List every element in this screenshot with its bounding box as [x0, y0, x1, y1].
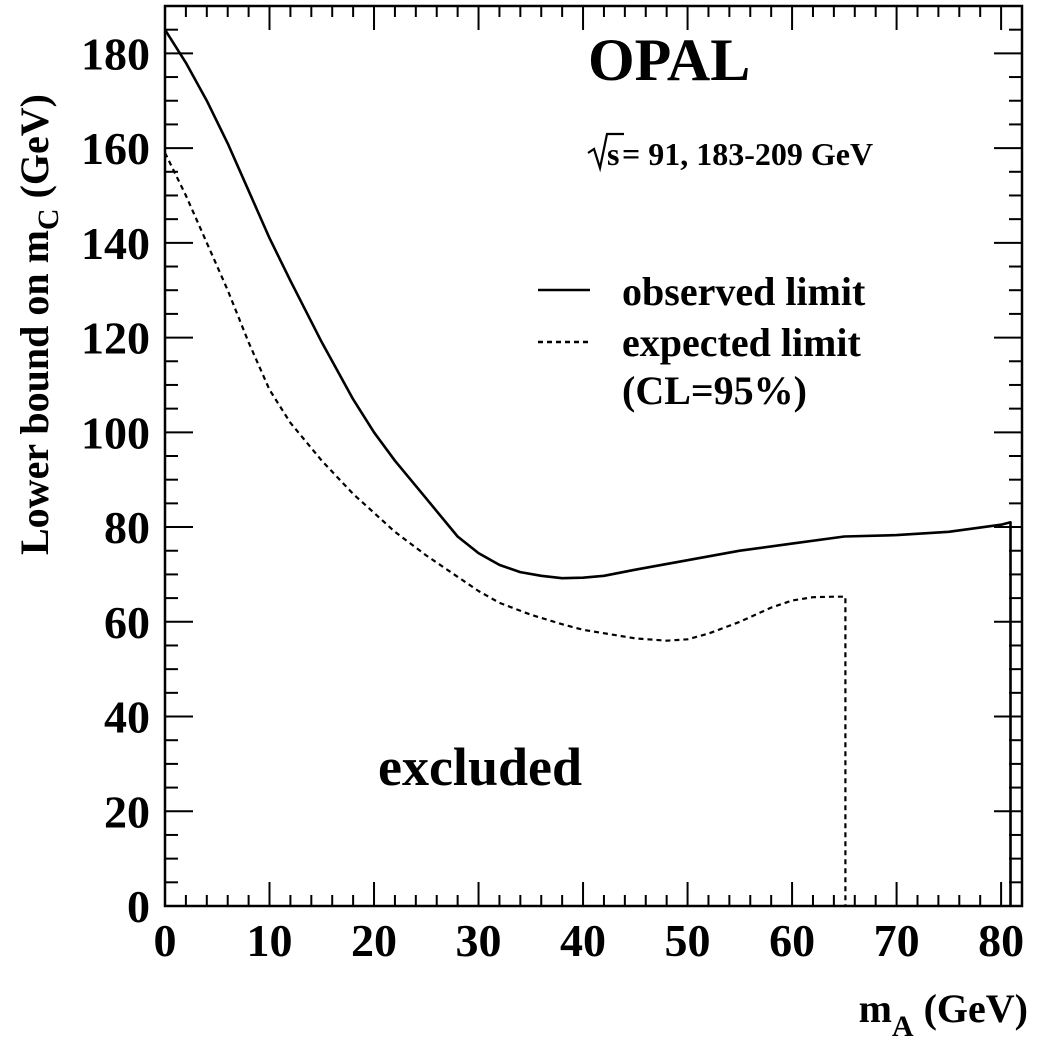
- y-axis-title-base: m: [12, 230, 57, 263]
- y-tick-label: 180: [81, 28, 150, 79]
- excluded-label: excluded: [378, 737, 582, 797]
- x-tick-label: 30: [456, 915, 502, 966]
- y-tick-label: 80: [104, 502, 150, 553]
- y-axis-title-sub: C: [32, 208, 65, 230]
- x-tick-label: 10: [247, 915, 293, 966]
- y-axis-title-prefix: Lower bound on: [12, 263, 57, 555]
- series-line-expected: [164, 152, 847, 906]
- x-tick-label: 60: [769, 915, 815, 966]
- experiment-label: OPAL: [588, 27, 750, 93]
- sqrt-icon: [587, 132, 624, 173]
- x-tick-labels: 0 10 20 30 40 50 60 70 80: [154, 915, 1025, 966]
- legend-note-cl: (CL=95%): [622, 368, 807, 413]
- y-tick-label: 120: [81, 313, 150, 364]
- y-tick-label: 100: [81, 407, 150, 458]
- x-tick-label: 0: [154, 915, 177, 966]
- x-axis-title: mA (GeV): [859, 986, 1028, 1041]
- x-tick-label: 40: [560, 915, 606, 966]
- legend: observed limit expected limit (CL=95%): [538, 269, 866, 413]
- energy-text: = 91, 183-209 GeV: [622, 136, 873, 172]
- x-tick-label: 50: [665, 915, 711, 966]
- legend-label-observed: observed limit: [622, 269, 866, 314]
- energy-s: s: [607, 136, 619, 172]
- y-axis-title: Lower bound on mC (GeV): [12, 94, 65, 555]
- energy-annotation: s = 91, 183-209 GeV: [587, 132, 873, 173]
- plot-frame: [163, 4, 1024, 908]
- legend-label-expected: expected limit: [622, 320, 861, 365]
- x-axis-title-suffix: (GeV): [914, 986, 1028, 1031]
- y-tick-labels: 0 20 40 60 80 100 120 140 160 180: [81, 28, 150, 932]
- y-tick-label: 20: [104, 786, 150, 837]
- y-tick-label: 160: [81, 123, 150, 174]
- y-tick-label: 60: [104, 597, 150, 648]
- x-tick-label: 70: [874, 915, 920, 966]
- y-tick-label: 140: [81, 218, 150, 269]
- y-axis-title-suffix: (GeV): [12, 94, 57, 208]
- x-axis-title-base: m: [859, 986, 892, 1031]
- series-layer: [163, 29, 1012, 906]
- y-tick-label: 0: [127, 881, 150, 932]
- series-line-observed: [163, 29, 1012, 906]
- x-tick-label: 20: [351, 915, 397, 966]
- x-axis-title-sub: A: [892, 1010, 914, 1041]
- x-tick-label: 80: [978, 915, 1024, 966]
- y-tick-label: 40: [104, 692, 150, 743]
